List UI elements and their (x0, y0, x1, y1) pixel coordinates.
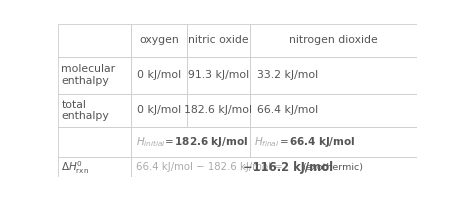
Text: $H_{\mathit{initial}}$: $H_{\mathit{initial}}$ (136, 135, 165, 149)
Text: $H_{\mathit{final}}$: $H_{\mathit{final}}$ (254, 135, 280, 149)
Bar (58, 57, 131, 94)
Bar (131, 157, 417, 177)
Text: −116.2 kJ/mol: −116.2 kJ/mol (243, 161, 333, 174)
Text: $\Delta H^0_{\mathrm{rxn}}$: $\Delta H^0_{\mathrm{rxn}}$ (62, 159, 89, 176)
Bar (250, 24, 417, 57)
Text: $= \mathbf{66.4\ kJ/mol}$: $= \mathbf{66.4\ kJ/mol}$ (277, 135, 355, 149)
Bar (58, 24, 131, 57)
Bar (131, 24, 187, 57)
Text: 33.2 kJ/mol: 33.2 kJ/mol (257, 70, 318, 80)
Text: molecular
enthalpy: molecular enthalpy (62, 64, 116, 86)
Bar (187, 57, 250, 94)
Bar (131, 57, 187, 94)
Text: $= \mathbf{182.6\ kJ/mol}$: $= \mathbf{182.6\ kJ/mol}$ (162, 135, 248, 149)
Bar (250, 57, 417, 94)
Bar (131, 94, 187, 127)
Text: 0 kJ/mol: 0 kJ/mol (137, 70, 181, 80)
Bar (58, 127, 131, 157)
Text: oxygen: oxygen (139, 35, 179, 45)
Bar (250, 94, 417, 127)
Text: nitric oxide: nitric oxide (188, 35, 249, 45)
Text: 66.4 kJ/mol − 182.6 kJ/mol =: 66.4 kJ/mol − 182.6 kJ/mol = (136, 162, 286, 172)
Text: 66.4 kJ/mol: 66.4 kJ/mol (257, 105, 318, 115)
Bar (250, 127, 417, 157)
Text: nitrogen dioxide: nitrogen dioxide (289, 35, 378, 45)
Bar (187, 24, 250, 57)
Text: (exothermic): (exothermic) (303, 163, 363, 172)
Bar (58, 94, 131, 127)
Text: total
enthalpy: total enthalpy (62, 100, 109, 121)
Text: 91.3 kJ/mol: 91.3 kJ/mol (188, 70, 249, 80)
Text: 182.6 kJ/mol: 182.6 kJ/mol (184, 105, 252, 115)
Bar (58, 157, 131, 177)
Bar (131, 127, 250, 157)
Bar (187, 94, 250, 127)
Text: 0 kJ/mol: 0 kJ/mol (137, 105, 181, 115)
